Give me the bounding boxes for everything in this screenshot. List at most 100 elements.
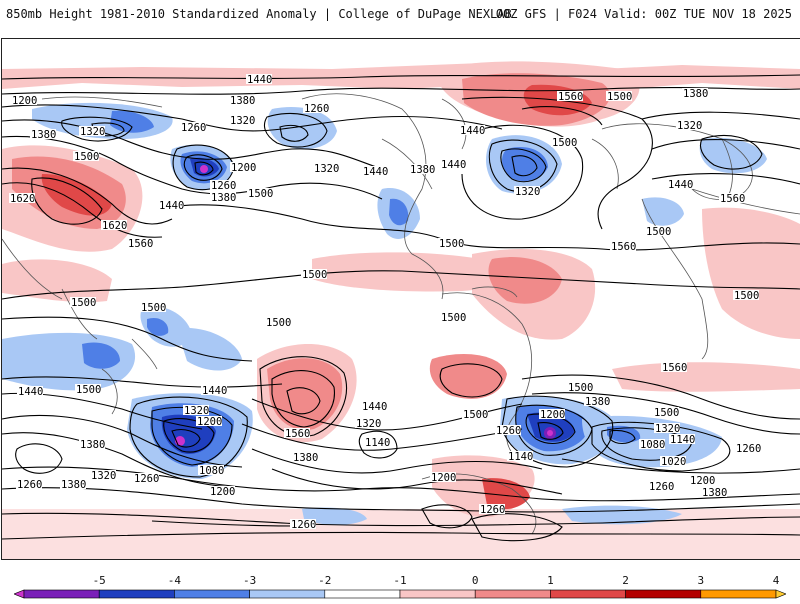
svg-text:1260: 1260 xyxy=(736,443,761,455)
svg-text:1500: 1500 xyxy=(568,382,593,394)
svg-text:1140: 1140 xyxy=(670,434,695,446)
svg-text:1560: 1560 xyxy=(128,238,153,250)
contour-label: 1380 xyxy=(210,192,236,204)
svg-text:1140: 1140 xyxy=(508,451,533,463)
svg-text:1200: 1200 xyxy=(197,416,222,428)
contour-label: 1380 xyxy=(30,129,56,141)
svg-text:1620: 1620 xyxy=(10,193,35,205)
map-canvas: 1440 1200 1380 1320 1260 1380 1260 1320 … xyxy=(2,39,800,559)
svg-text:1380: 1380 xyxy=(410,164,435,176)
contour-label: 1380 xyxy=(584,396,610,408)
contour-label: 1200 xyxy=(196,416,222,428)
svg-text:1560: 1560 xyxy=(662,362,687,374)
svg-text:1200: 1200 xyxy=(12,95,37,107)
colorbar-segment xyxy=(249,589,326,599)
colorbar-segment xyxy=(399,589,476,599)
svg-text:1380: 1380 xyxy=(230,95,255,107)
svg-text:1500: 1500 xyxy=(71,297,96,309)
svg-text:1440: 1440 xyxy=(363,166,388,178)
svg-text:1380: 1380 xyxy=(683,88,708,100)
contour-label: 1320 xyxy=(229,115,255,127)
svg-text:1200: 1200 xyxy=(210,486,235,498)
svg-text:1500: 1500 xyxy=(552,137,577,149)
svg-text:1320: 1320 xyxy=(91,470,116,482)
contour-label: 1560 xyxy=(719,193,745,205)
svg-text:1320: 1320 xyxy=(515,186,540,198)
contour-label: 1440 xyxy=(201,385,227,397)
svg-text:1380: 1380 xyxy=(61,479,86,491)
svg-text:1260: 1260 xyxy=(496,425,521,437)
contour-label: 1260 xyxy=(210,180,236,192)
coastlines xyxy=(2,93,800,535)
contour-label: 1440 xyxy=(667,179,693,191)
svg-text:1440: 1440 xyxy=(460,125,485,137)
contour-label: 1380 xyxy=(409,164,435,176)
contour-label: 1560 xyxy=(284,428,310,440)
colorbar-max-arrow xyxy=(775,589,787,599)
svg-text:1200: 1200 xyxy=(540,409,565,421)
svg-text:1440: 1440 xyxy=(247,74,272,86)
colorbar-min-arrow xyxy=(13,589,25,599)
svg-text:1320: 1320 xyxy=(230,115,255,127)
contour-label: 1260 xyxy=(735,443,761,455)
colorbar-tick-label: 3 xyxy=(697,574,704,587)
contour-label: 1320 xyxy=(676,120,702,132)
svg-text:1500: 1500 xyxy=(76,384,101,396)
contour-label: 1320 xyxy=(79,126,105,138)
svg-text:1500: 1500 xyxy=(74,151,99,163)
colorbar-tick-label: -2 xyxy=(318,574,331,587)
colorbar-tick-label: 2 xyxy=(622,574,629,587)
contour-label: 1560 xyxy=(610,241,636,253)
svg-text:1020: 1020 xyxy=(661,456,686,468)
svg-text:1620: 1620 xyxy=(102,220,127,232)
contour-label: 1200 xyxy=(689,475,715,487)
contour-label: 1440 xyxy=(362,166,388,178)
contour-label: 1320 xyxy=(514,186,540,198)
colorbar-segment xyxy=(324,589,401,599)
contour-label: 1200 xyxy=(230,162,256,174)
colorbar-canvas: -5-4-3-2-1012345 xyxy=(13,574,787,599)
svg-text:1560: 1560 xyxy=(285,428,310,440)
contour-label: 1380 xyxy=(292,452,318,464)
svg-text:1260: 1260 xyxy=(17,479,42,491)
contour-label: 1380 xyxy=(682,88,708,100)
contour-label: 1380 xyxy=(229,95,255,107)
svg-text:1380: 1380 xyxy=(585,396,610,408)
svg-text:1320: 1320 xyxy=(80,126,105,138)
colorbar-segment xyxy=(700,589,777,599)
colorbar-segment xyxy=(474,589,551,599)
contour-label: 1260 xyxy=(16,479,42,491)
svg-text:1380: 1380 xyxy=(80,439,105,451)
contour-label: 1320 xyxy=(90,470,116,482)
contour-label: 1200 xyxy=(11,95,37,107)
colorbar-tick-label: -3 xyxy=(243,574,256,587)
svg-text:1200: 1200 xyxy=(431,472,456,484)
contour-label: 1380 xyxy=(79,439,105,451)
contour-label: 1500 xyxy=(653,407,679,419)
svg-text:1260: 1260 xyxy=(304,103,329,115)
contour-label: 1440 xyxy=(246,74,272,86)
svg-text:1080: 1080 xyxy=(199,465,224,477)
svg-text:1380: 1380 xyxy=(293,452,318,464)
contour-label: 1500 xyxy=(606,91,632,103)
colorbar-segment xyxy=(550,589,626,599)
svg-text:1500: 1500 xyxy=(607,91,632,103)
contour-label: 1500 xyxy=(551,137,577,149)
svg-text:1440: 1440 xyxy=(668,179,693,191)
contour-label: 1500 xyxy=(462,409,488,421)
contour-label: 1560 xyxy=(661,362,687,374)
contour-label: 1260 xyxy=(303,103,329,115)
contour-label: 1500 xyxy=(140,302,166,314)
svg-text:1260: 1260 xyxy=(291,519,316,531)
contour-label: 1500 xyxy=(567,382,593,394)
svg-text:1500: 1500 xyxy=(141,302,166,314)
model-valid-time: 00Z GFS | F024 Valid: 00Z TUE NOV 18 202… xyxy=(495,7,792,21)
svg-text:1080: 1080 xyxy=(640,439,665,451)
contour-label: 1440 xyxy=(17,386,43,398)
contour-label: 1500 xyxy=(75,384,101,396)
svg-text:1440: 1440 xyxy=(362,401,387,413)
svg-text:1260: 1260 xyxy=(181,122,206,134)
contour-label: 1440 xyxy=(440,159,466,171)
svg-text:1200: 1200 xyxy=(690,475,715,487)
svg-text:1440: 1440 xyxy=(159,200,184,212)
